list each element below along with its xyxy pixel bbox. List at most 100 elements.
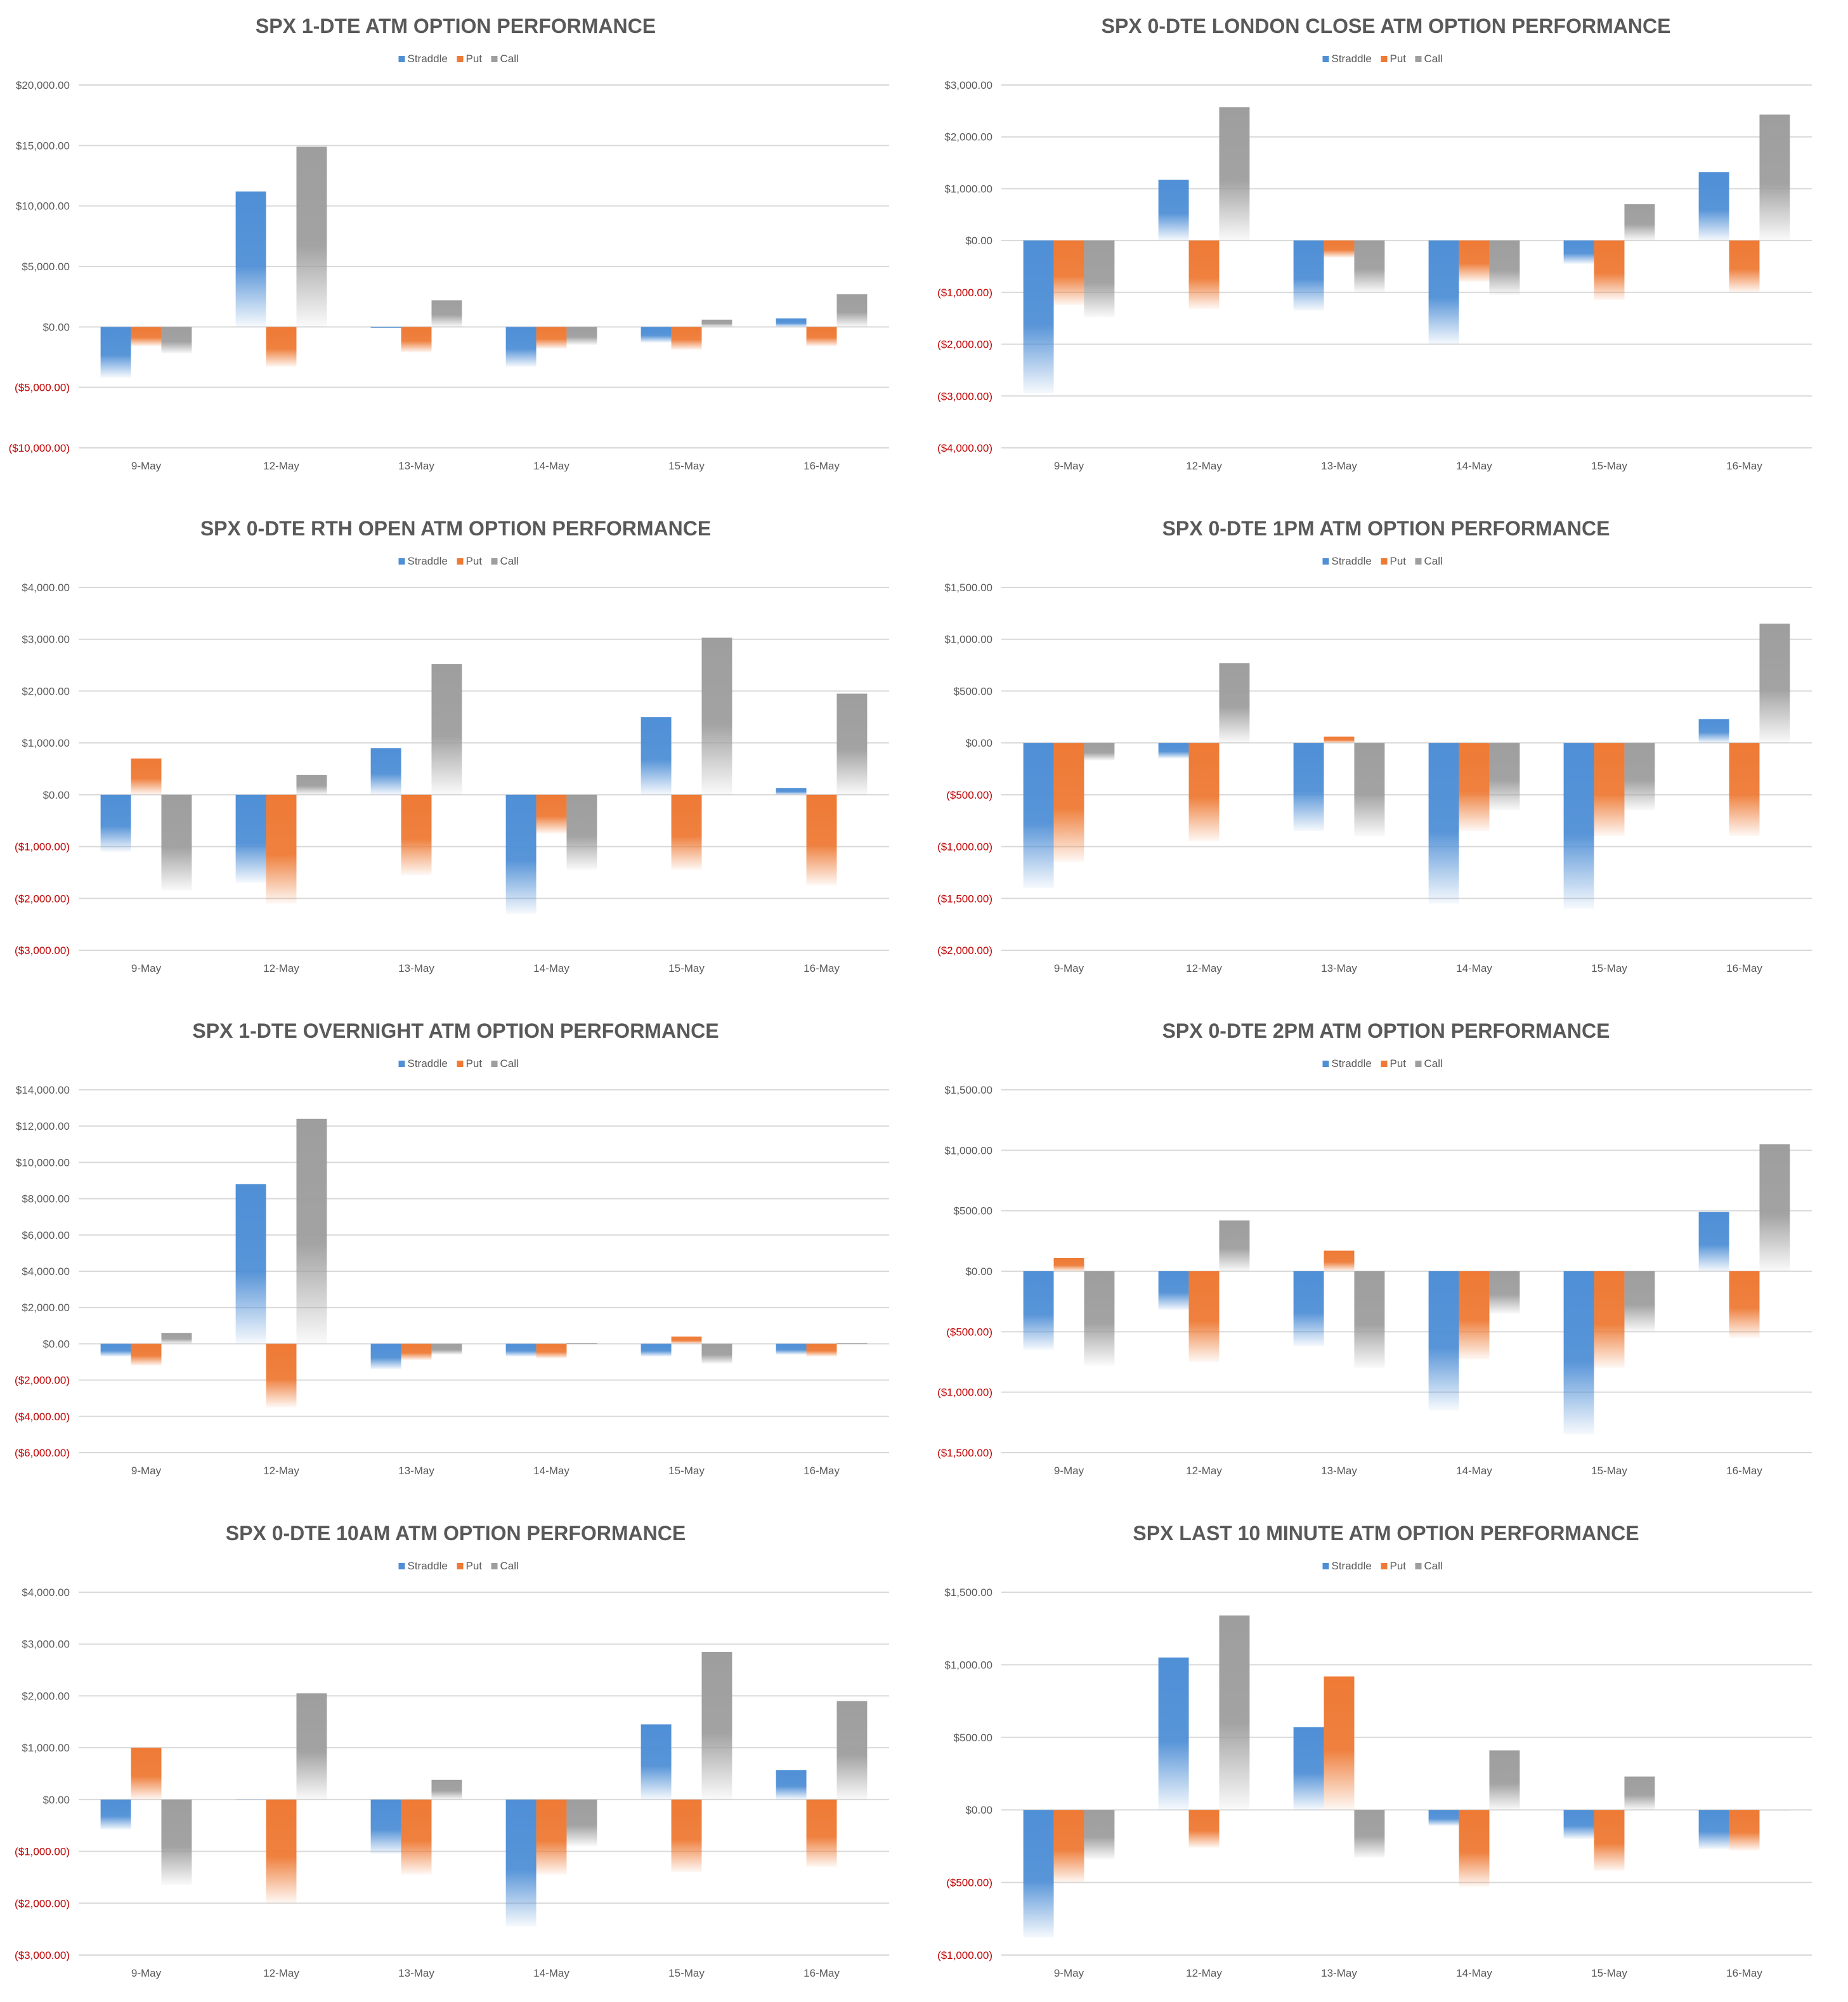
bar-put-16-may	[806, 794, 837, 886]
x-tick-label: 15-May	[1591, 1465, 1627, 1477]
chart-title: SPX 1-DTE OVERNIGHT ATM OPTION PERFORMAN…	[192, 1019, 719, 1042]
bar-call-12-may	[1219, 1220, 1250, 1271]
x-tick-label: 12-May	[1186, 1465, 1222, 1477]
bar-call-13-may	[1354, 1271, 1385, 1368]
x-tick-label: 15-May	[668, 460, 705, 472]
legend-entry-call: Call	[500, 1057, 519, 1070]
bar-straddle-9-may	[100, 794, 131, 852]
y-tick-label: $1,500.00	[944, 1084, 992, 1096]
chart-svg: SPX 0-DTE 2PM ATM OPTION PERFORMANCE Stra…	[937, 1019, 1812, 1477]
bar-put-14-may	[1459, 1810, 1490, 1887]
bar-straddle-12-may	[235, 794, 266, 883]
bar-straddle-13-may	[1293, 743, 1324, 832]
x-tick-label: 13-May	[1321, 460, 1357, 472]
bar-put-14-may	[1459, 1271, 1490, 1360]
bar-call-13-may	[1354, 743, 1385, 837]
bar-straddle-15-may	[641, 327, 672, 343]
x-tick-label: 15-May	[668, 1465, 705, 1477]
legend: Straddle Put Call	[1322, 1560, 1443, 1572]
legend-entry-call: Call	[500, 53, 519, 65]
chart-2: SPX 0-DTE LONDON CLOSE ATM OPTION PERFOR…	[924, 0, 1848, 495]
bar-straddle-14-may	[505, 1799, 537, 1927]
x-tick-label: 14-May	[1456, 460, 1492, 472]
x-tick-label: 14-May	[533, 962, 569, 974]
bar-put-12-may	[1188, 1271, 1220, 1362]
legend-swatch-put	[1381, 558, 1388, 565]
y-tick-label: $1,000.00	[944, 1659, 992, 1671]
bar-put-16-may	[1729, 240, 1760, 292]
bar-call-9-may	[1084, 1271, 1115, 1366]
legend-swatch-put	[457, 1061, 464, 1067]
bar-put-14-may	[536, 1799, 567, 1875]
y-tick-label: $0.00	[42, 321, 70, 333]
legend-swatch-call	[1415, 1563, 1422, 1569]
y-tick-label: ($500.00)	[946, 789, 992, 801]
bar-straddle-13-may	[370, 748, 401, 795]
legend-swatch-straddle	[1322, 1061, 1329, 1067]
chart-title: SPX 1-DTE ATM OPTION PERFORMANCE	[256, 15, 656, 37]
chart-title: SPX 0-DTE 1PM ATM OPTION PERFORMANCE	[1162, 517, 1610, 540]
bar-call-9-may	[1084, 743, 1115, 761]
legend-swatch-put	[1381, 1061, 1388, 1067]
chart-svg: SPX 0-DTE 1PM ATM OPTION PERFORMANCE Stra…	[937, 517, 1812, 974]
bar-straddle-13-may	[370, 1799, 401, 1854]
bar-put-13-may	[1324, 1676, 1355, 1810]
bar-call-12-may	[296, 1118, 327, 1344]
x-tick-label: 15-May	[1591, 1967, 1627, 1979]
x-tick-label: 15-May	[668, 962, 705, 974]
legend-swatch-straddle	[398, 1061, 405, 1067]
bar-call-14-may	[566, 327, 597, 345]
y-tick-label: $1,500.00	[944, 1587, 992, 1599]
legend: Straddle Put Call	[398, 1560, 519, 1572]
legend-entry-put: Put	[1390, 1560, 1407, 1572]
bar-call-14-may	[1489, 1271, 1520, 1314]
y-tick-label: $5,000.00	[22, 261, 70, 273]
x-tick-label: 15-May	[1591, 460, 1627, 472]
bar-call-15-may	[1624, 204, 1655, 241]
legend-entry-straddle: Straddle	[1332, 53, 1372, 65]
x-tick-label: 12-May	[263, 1967, 299, 1979]
y-tick-label: ($2,000.00)	[15, 1897, 70, 1909]
y-tick-label: $0.00	[965, 1266, 992, 1278]
x-tick-label: 12-May	[1186, 460, 1222, 472]
y-tick-label: $1,000.00	[22, 1742, 70, 1754]
x-tick-label: 14-May	[533, 460, 569, 472]
y-tick-label: $2,000.00	[944, 131, 992, 143]
bar-put-16-may	[1729, 1810, 1760, 1851]
x-tick-label: 9-May	[1054, 460, 1084, 472]
y-tick-label: $12,000.00	[16, 1120, 70, 1132]
bar-call-12-may	[296, 147, 327, 327]
legend: Straddle Put Call	[398, 53, 519, 65]
bar-put-15-may	[1594, 240, 1625, 301]
bar-call-9-may	[161, 1333, 192, 1344]
chart-svg: SPX 0-DTE 10AM ATM OPTION PERFORMANCE Str…	[15, 1522, 889, 1979]
chart-svg: SPX 1-DTE OVERNIGHT ATM OPTION PERFORMAN…	[15, 1019, 889, 1477]
bar-put-9-may	[131, 1344, 162, 1366]
x-tick-label: 13-May	[1321, 962, 1357, 974]
legend-swatch-call	[1415, 56, 1422, 62]
bar-straddle-14-may	[1428, 240, 1459, 344]
y-tick-label: $2,000.00	[22, 1690, 70, 1702]
bar-put-16-may	[806, 1344, 837, 1357]
legend-entry-call: Call	[500, 1560, 519, 1572]
y-tick-label: $3,000.00	[944, 79, 992, 91]
bar-put-9-may	[131, 758, 162, 795]
chart-4: SPX 0-DTE 1PM ATM OPTION PERFORMANCE Stra…	[924, 502, 1848, 997]
bar-call-13-may	[431, 1779, 462, 1800]
legend-swatch-call	[491, 1563, 498, 1569]
bar-call-9-may	[1084, 1810, 1115, 1859]
x-tick-label: 13-May	[1321, 1465, 1357, 1477]
chart-8: SPX LAST 10 MINUTE ATM OPTION PERFORMANC…	[924, 1507, 1848, 2002]
chart-title: SPX LAST 10 MINUTE ATM OPTION PERFORMANC…	[1133, 1522, 1639, 1545]
bar-straddle-14-may	[1428, 743, 1459, 904]
legend-entry-straddle: Straddle	[408, 555, 448, 567]
bar-call-12-may	[1219, 663, 1250, 743]
y-tick-label: ($2,000.00)	[15, 1375, 70, 1387]
legend-swatch-call	[491, 1061, 498, 1067]
bar-call-13-may	[1354, 1810, 1385, 1858]
bar-put-12-may	[1188, 743, 1220, 842]
x-tick-label: 16-May	[1726, 1967, 1762, 1979]
legend-entry-straddle: Straddle	[1332, 1057, 1372, 1070]
legend-entry-straddle: Straddle	[408, 1560, 448, 1572]
x-tick-label: 14-May	[533, 1465, 569, 1477]
